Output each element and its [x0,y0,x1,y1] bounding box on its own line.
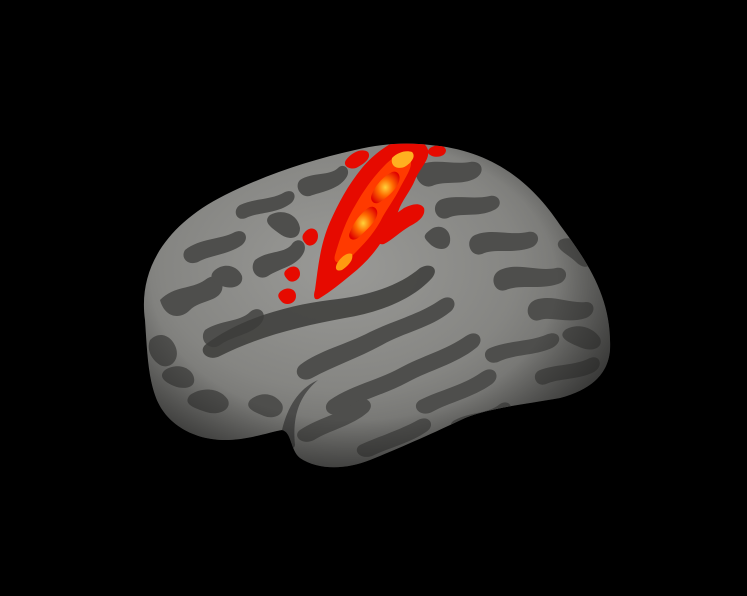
brain-surface[interactable] [143,143,611,468]
activation-cluster-top-right[interactable] [427,145,446,157]
activation-cluster-left-3[interactable] [278,288,296,304]
activation-cluster-right[interactable] [376,204,425,245]
activation-hotspot-4 [335,253,353,271]
activation-hotspot-2 [371,171,400,204]
activation-hotspot-3 [391,151,414,168]
activation-hotspot-1 [349,206,378,240]
activation-cluster-top-left[interactable] [344,150,370,169]
activation-cluster-left-1[interactable] [302,228,318,246]
edge-shading [143,143,611,468]
activation-cluster-left-2[interactable] [284,266,300,282]
activation-overlay[interactable] [278,138,446,304]
